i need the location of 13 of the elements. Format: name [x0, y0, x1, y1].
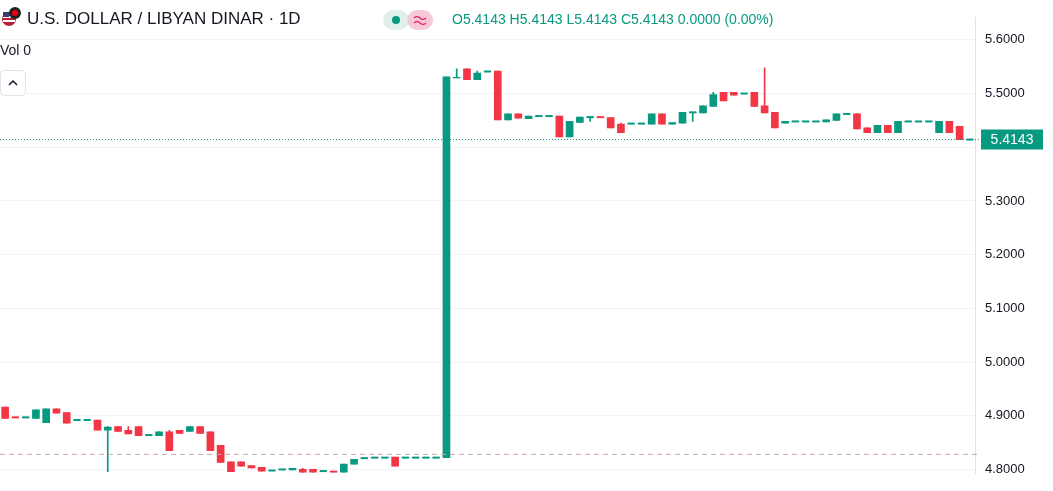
ref-line-label: 5.4143 [990, 131, 1034, 148]
y-tick-label: 4.8000 [985, 461, 1025, 477]
annotation: Vol 0 [0, 42, 32, 58]
candlestick [103, 426, 112, 472]
y-tick-label: 5.2000 [985, 246, 1025, 262]
y-tick-label: 5.6000 [985, 31, 1025, 47]
chart-title: U.S. DOLLAR / LIBYAN DINAR · 1D [27, 9, 301, 29]
annotation: O5.4143 H5.4143 L5.4143 C5.4143 0.0000 (0.00%) [452, 11, 774, 27]
y-tick-label: 5.3000 [985, 192, 1025, 208]
y-tick-label: 5.1000 [985, 299, 1025, 315]
y-tick-label: 5.0000 [985, 353, 1025, 369]
y-tick-label: 4.9000 [985, 407, 1025, 423]
y-tick-label: 5.5000 [985, 85, 1025, 101]
